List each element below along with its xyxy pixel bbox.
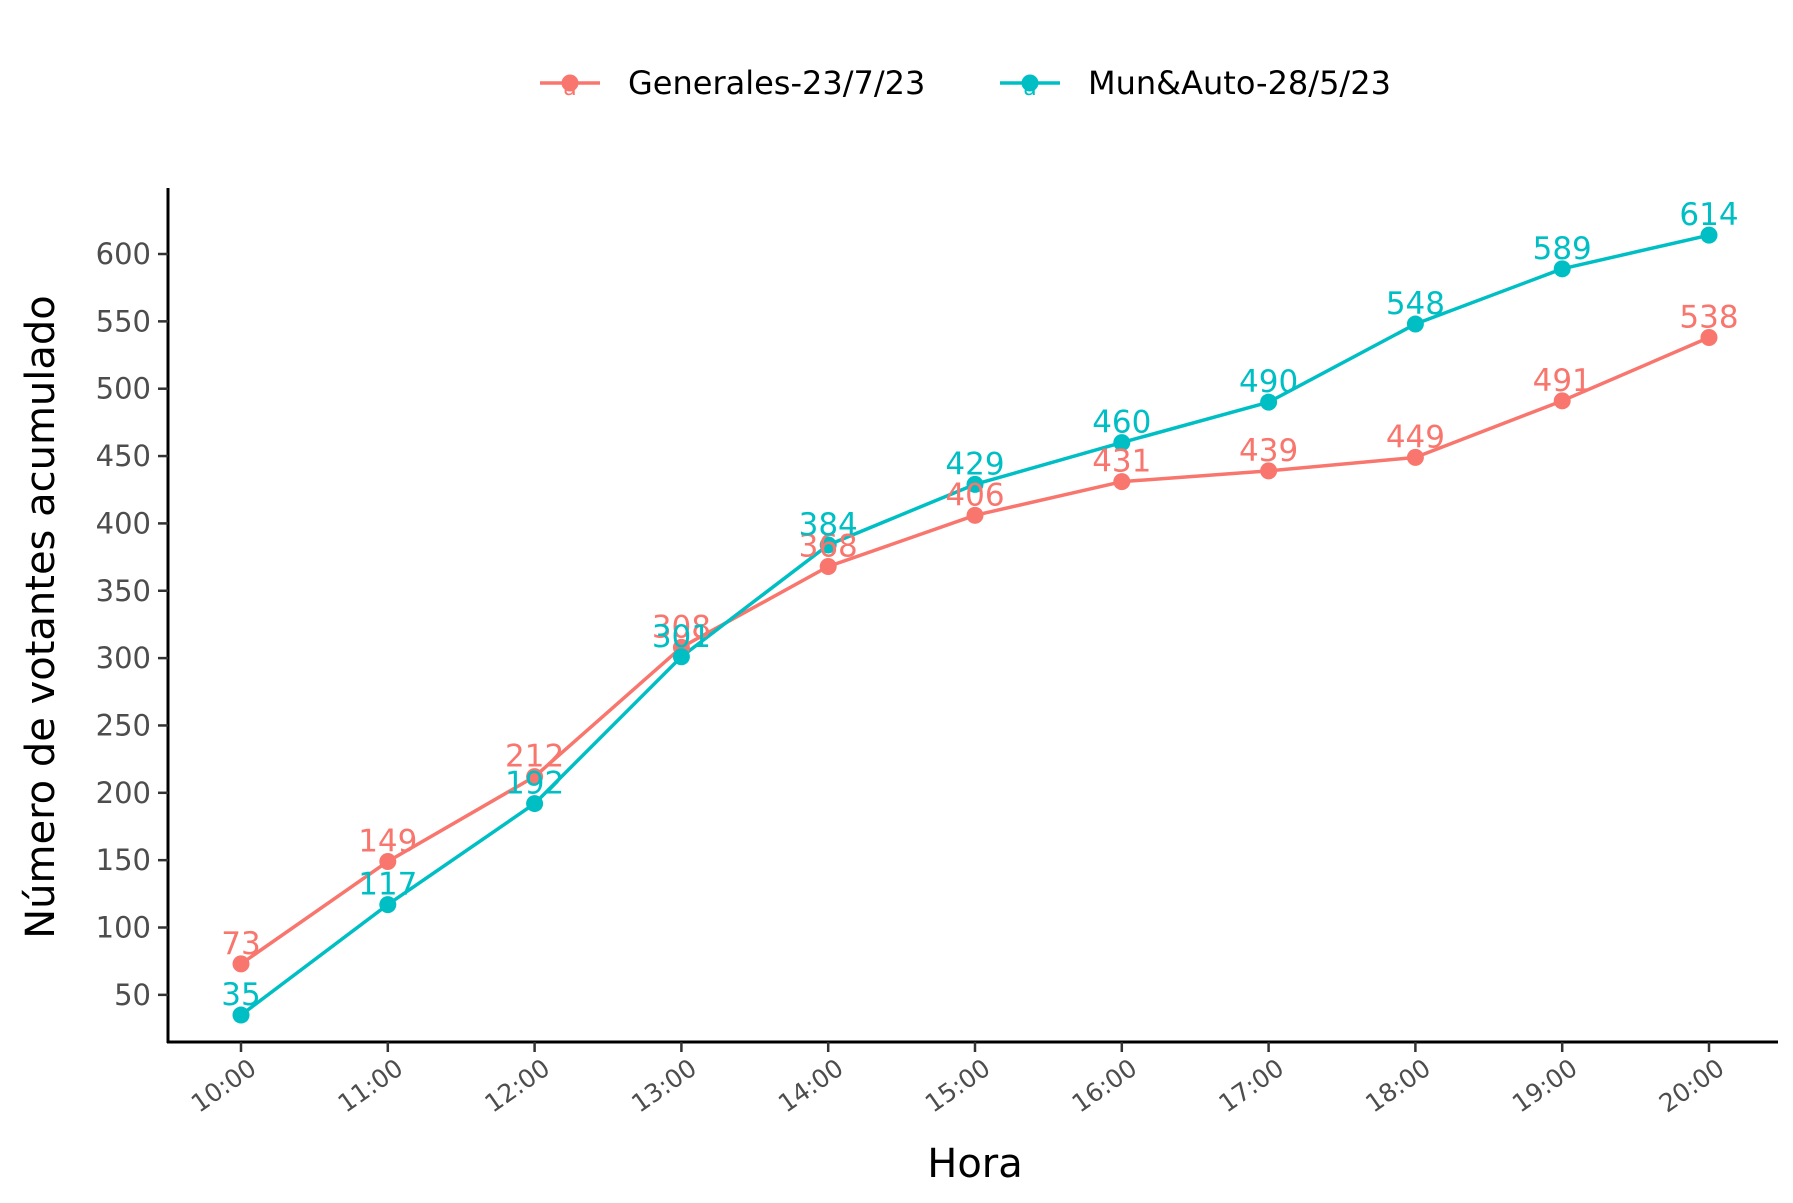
series-line-2 [239,233,1710,1017]
y-tick-label: 400 [96,506,151,540]
series-2-data-label: 589 [1533,231,1592,267]
series-1-point [1553,392,1571,410]
series-2-point [1406,315,1424,333]
x-tick-label: 17:00 [1213,1053,1289,1118]
series-1-data-label: 73 [221,926,260,962]
x-tick-label: 14:00 [773,1053,849,1118]
x-tick-label: 15:00 [920,1053,996,1118]
series-2-data-label: 192 [505,766,564,802]
y-tick-label: 500 [96,372,151,406]
series-2-data-label: 117 [358,867,417,903]
y-tick-label: 300 [96,641,151,675]
legend-key-point [561,74,579,92]
series-2-data-label: 614 [1679,197,1738,233]
legend-key-letter: a [563,76,576,101]
series-2-point [1260,393,1278,411]
x-tick-label: 16:00 [1067,1053,1143,1118]
y-tick-label: 550 [96,304,151,338]
y-axis: 50 100 150 200 250 300 350 400 450 500 550 600 [96,188,170,1043]
legend-key-letter: a [1023,76,1036,101]
series-1-data-label: 406 [945,477,1004,513]
series-2-point [819,536,837,554]
series-1-data-label: 449 [1386,419,1445,455]
y-tick-label: 200 [96,776,151,810]
legend: a Generales-23/7/23 a Mun&Auto-28/5/23 [540,64,1391,102]
series-layer [232,226,1718,1024]
y-tick-label: 150 [96,843,151,877]
y-tick-label: 250 [96,708,151,742]
series-2-data-label: 384 [799,507,858,543]
series-2-data-label: 548 [1386,286,1445,322]
series-1-point [966,506,984,524]
series-2-data-label: 490 [1239,364,1298,400]
series-2-point [379,896,397,914]
x-tick-label: 12:00 [479,1053,555,1118]
series-2-point [672,648,690,666]
series-2-point [232,1006,250,1024]
series-1-data-label: 368 [799,529,858,565]
y-tick-label: 350 [96,574,151,608]
y-tick-label: 600 [96,237,151,271]
series-1-point [819,558,837,576]
legend-label: Generales-23/7/23 [628,64,925,102]
y-tick-label: 450 [96,439,151,473]
series-2-point [1553,260,1571,278]
legend-key-point [1021,74,1039,92]
x-tick-label: 19:00 [1507,1053,1583,1118]
series-1-point [379,853,397,871]
x-axis: 10:00 11:00 12:00 13:00 14:00 15:00 16:00 17:00… [167,1040,1778,1118]
series-1-data-label: 491 [1533,363,1592,399]
legend-entry-1: a Generales-23/7/23 [540,64,925,102]
series-1-point [232,955,250,973]
x-tick-label: 20:00 [1654,1053,1730,1118]
series-1-point [1113,473,1131,491]
series-line-1 [239,335,1710,966]
series-1-data-label: 149 [358,824,417,860]
series-2-point [1113,434,1131,452]
series-1-data-label: 431 [1092,444,1151,480]
series-1-point [1700,329,1718,347]
series-2-data-label: 429 [945,446,1004,482]
x-tick-label: 13:00 [626,1053,702,1118]
series-2-data-label: 35 [221,977,260,1013]
y-axis-title: Número de votantes acumulado [18,295,64,939]
series-1-point [1260,462,1278,480]
x-axis-title: Hora [927,1141,1023,1187]
x-tick-label: 11:00 [333,1053,409,1118]
series-1-data-label: 538 [1679,300,1738,336]
series-1-point [526,768,544,786]
series-2-point [1700,226,1718,244]
series-2-data-label: 460 [1092,405,1151,441]
data-labels-layer: 73 149 212 308 368 406 431 439 449 491 538 35 117 192… [221,197,1738,1013]
series-2-point [526,795,544,813]
legend-label: Mun&Auto-28/5/23 [1088,64,1391,102]
series-1-data-label: 212 [505,739,564,775]
series-2-data-label: 301 [652,619,711,655]
x-tick-label: 18:00 [1360,1053,1436,1118]
legend-entry-2: a Mun&Auto-28/5/23 [1000,64,1391,102]
y-tick-label: 50 [114,978,151,1012]
x-tick-label: 10:00 [186,1053,262,1118]
series-1-data-label: 439 [1239,433,1298,469]
series-1-point [1406,448,1424,466]
series-2-point [966,475,984,493]
series-1-data-label: 308 [652,609,711,645]
y-tick-label: 100 [96,911,151,945]
